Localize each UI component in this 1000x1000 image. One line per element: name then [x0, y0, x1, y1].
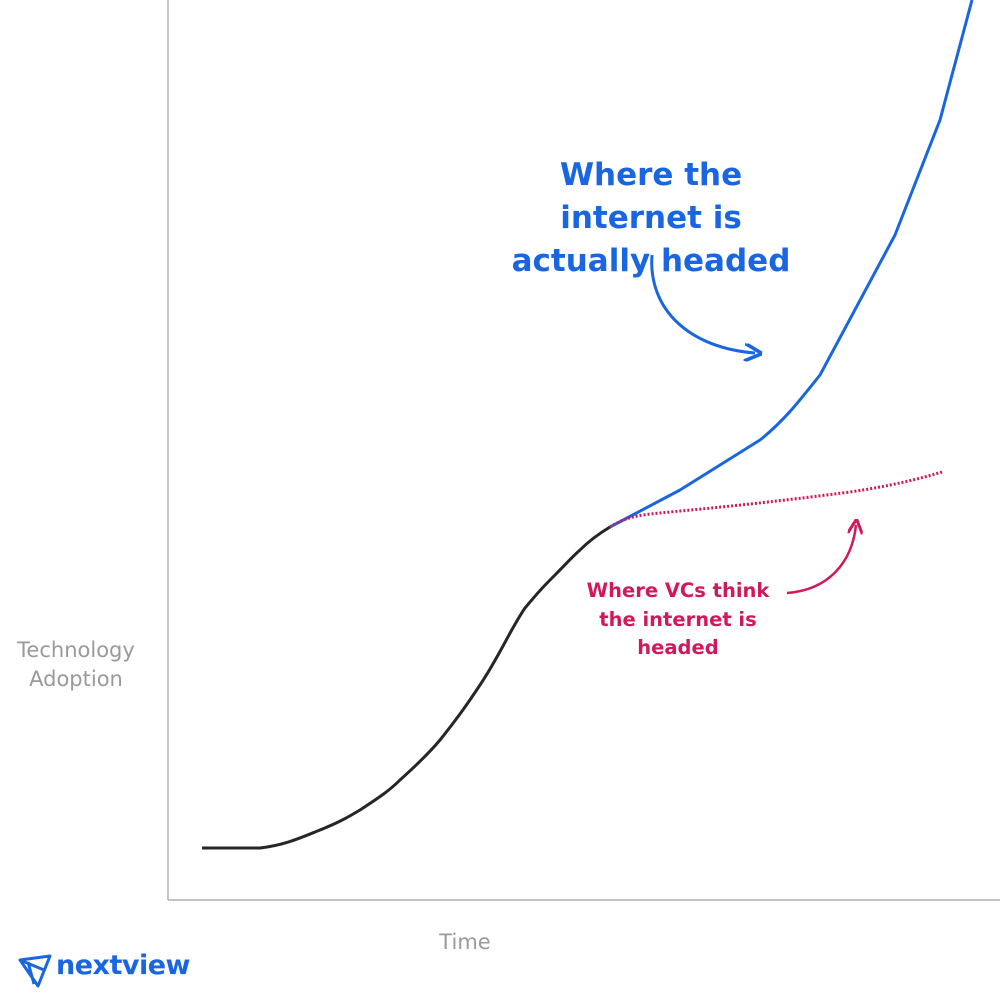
- actual-arrow: [650, 254, 755, 353]
- actual-curve: [609, 0, 974, 529]
- y-axis-label: Technology Adoption: [17, 638, 135, 691]
- logo: nextview: [56, 950, 190, 981]
- vc-arrow: [786, 525, 856, 595]
- past-curve: [202, 525, 611, 850]
- vc-curve: [609, 470, 943, 529]
- x-axis-label: Time: [439, 930, 491, 954]
- logo-icon: [18, 954, 52, 988]
- annotation: Where the internet is actually headed: [511, 157, 791, 279]
- annotation: Where VCs think the internet is headed: [586, 579, 770, 659]
